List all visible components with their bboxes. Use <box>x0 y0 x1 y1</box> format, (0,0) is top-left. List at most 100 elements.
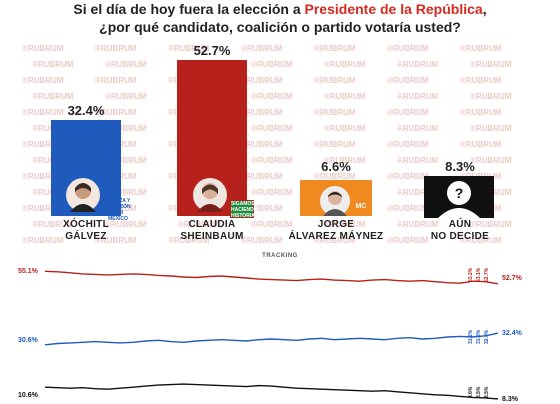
watermark-text: ®RUBRUM <box>241 140 283 149</box>
watermark-text: ®RUBRUM <box>105 92 147 101</box>
watermark-text: ®RUBRUM <box>241 44 283 53</box>
watermark-text: ®RUBRUM <box>314 140 356 149</box>
tracking-recent-label: 52.7% <box>484 267 490 282</box>
watermark-text: ®RUBRUM <box>95 44 137 53</box>
watermark-text: ®RUBRUM <box>460 76 502 85</box>
tracking-title: TRACKING <box>262 253 298 259</box>
tracking-recent-label: 8.5% <box>484 386 490 398</box>
value-label-undecided: 8.3% <box>445 159 475 174</box>
watermark-text: ®RUBRUM <box>470 124 512 133</box>
coalition-logo-sigamos: SIGAMOS HACIENDO HISTORIA <box>230 200 258 219</box>
series-end-label: 52.7% <box>502 275 522 282</box>
watermark-text: ®RUBRUM <box>397 124 439 133</box>
watermark-text: ®RUBRUM <box>95 236 137 245</box>
candidate-photo-claudia <box>193 178 227 212</box>
watermark-text: ®RUBRUM <box>460 108 502 117</box>
watermark-text: ®RUBRUM <box>241 172 283 181</box>
watermark-text: ®RUBRUM <box>168 236 210 245</box>
tracking-recent-label: 8.5% <box>476 386 482 398</box>
chart-title: Si el día de hoy fuera la elección a Pre… <box>0 0 560 36</box>
watermark-text: ®RUBRUM <box>387 108 429 117</box>
watermark-text: ®RUBRUM <box>470 220 512 229</box>
watermark-text: ®RUBRUM <box>324 92 366 101</box>
watermark-text: ®RUBRUM <box>241 204 283 213</box>
watermark-text: ®RUBRUM <box>22 236 64 245</box>
watermark-text: ®RUBRUM <box>241 76 283 85</box>
watermark-text: ®RUBRUM <box>314 44 356 53</box>
series-start-label: 55.1% <box>18 268 38 275</box>
title-highlight: Presidente de la República <box>304 1 483 17</box>
series-end-label: 8.3% <box>502 396 518 403</box>
watermark-text: ®RUBRUM <box>251 188 293 197</box>
watermark-text: ®RUBRUM <box>314 172 356 181</box>
tracking-line <box>44 383 499 400</box>
watermark-text: ®RUBRUM <box>168 44 210 53</box>
candidate-name-undecided: AÚN NO DECIDE <box>430 219 490 242</box>
person-icon <box>197 183 223 212</box>
watermark-text: ®RUBRUM <box>387 76 429 85</box>
watermark-text: ®RUBRUM <box>32 92 74 101</box>
watermark-text: ®RUBRUM <box>241 108 283 117</box>
watermark-text: ®RUBRUM <box>387 140 429 149</box>
watermark-text: ®RUBRUM <box>95 76 137 85</box>
watermark-text: ®RUBRUM <box>251 220 293 229</box>
watermark-text: ®RUBRUM <box>251 156 293 165</box>
coalition-logo-fuerza: FUERZA Y CORAZÓN POR MÉXICO <box>105 198 131 222</box>
watermark-text: ®RUBRUM <box>397 156 439 165</box>
svg-text:?: ? <box>455 185 464 201</box>
watermark-text: ®RUBRUM <box>387 204 429 213</box>
watermark-text: ®RUBRUM <box>32 220 74 229</box>
watermark-text: ®RUBRUM <box>324 156 366 165</box>
title-part-1: Si el día de hoy fuera la elección a <box>73 1 305 17</box>
watermark-text: ®RUBRUM <box>105 156 147 165</box>
tracking-recent-label: 53.1% <box>476 267 482 282</box>
watermark-text: ®RUBRUM <box>314 108 356 117</box>
watermark-text: ®RUBRUM <box>314 236 356 245</box>
tracking-line <box>44 332 499 346</box>
watermark-text: ®RUBRUM <box>22 140 64 149</box>
watermark-text: ®RUBRUM <box>397 188 439 197</box>
candidate-photo-jorge <box>320 186 350 216</box>
watermark-text: ®RUBRUM <box>460 140 502 149</box>
watermark-text: ®RUBRUM <box>324 60 366 69</box>
watermark-text: ®RUBRUM <box>470 60 512 69</box>
value-label-jorge: 6.6% <box>321 159 351 174</box>
watermark-text: ®RUBRUM <box>22 76 64 85</box>
candidate-name-claudia: CLAUDIA SHEINBAUM <box>180 219 244 242</box>
tracking-recent-label: 31.2% <box>468 329 474 344</box>
candidate-name-jorge: JORGE ÁLVAREZ MÁYNEZ <box>288 219 384 242</box>
tracking-recent-label: 32.0% <box>484 329 490 344</box>
watermark-text: ®RUBRUM <box>251 60 293 69</box>
watermark-text: ®RUBRUM <box>324 220 366 229</box>
watermark-text: ®RUBRUM <box>470 92 512 101</box>
watermark-text: ®RUBRUM <box>397 60 439 69</box>
watermark-text: ®RUBRUM <box>314 76 356 85</box>
watermark-text: ®RUBRUM <box>460 44 502 53</box>
value-label-xochitl: 32.4% <box>67 103 105 118</box>
watermark-text: ®RUBRUM <box>105 60 147 69</box>
watermark-text: ®RUBRUM <box>387 172 429 181</box>
watermark-text: ®RUBRUM <box>470 156 512 165</box>
watermark-text: ®RUBRUM <box>460 236 502 245</box>
candidate-name-xochitl: XÓCHITL GÁLVEZ <box>63 219 109 242</box>
party-logo-mc: MC <box>352 200 370 214</box>
watermark-text: ®RUBRUM <box>178 220 220 229</box>
watermark-text: ®RUBRUM <box>22 44 64 53</box>
watermark-text: ®RUBRUM <box>105 220 147 229</box>
tracking-recent-label: 8.6% <box>468 386 474 398</box>
tracking-recent-label: 53.2% <box>468 267 474 282</box>
watermark-text: ®RUBRUM <box>397 92 439 101</box>
watermark-text: ®RUBRUM <box>251 124 293 133</box>
watermark-text: ®RUBRUM <box>105 124 147 133</box>
series-start-label: 30.6% <box>18 337 38 344</box>
watermark-text: ®RUBRUM <box>22 108 64 117</box>
undecided-silhouette-icon: ? <box>424 176 494 218</box>
title-line-2: ¿por qué candidato, coalición o partido … <box>99 19 461 35</box>
watermark-text: ®RUBRUM <box>387 44 429 53</box>
watermark-text: ®RUBRUM <box>397 220 439 229</box>
watermark-text: ®RUBRUM <box>22 204 64 213</box>
tracking-recent-label: 31.8% <box>476 329 482 344</box>
candidate-photo-xochitl <box>66 178 100 212</box>
watermark-text: ®RUBRUM <box>105 188 147 197</box>
watermark-text: ®RUBRUM <box>22 172 64 181</box>
